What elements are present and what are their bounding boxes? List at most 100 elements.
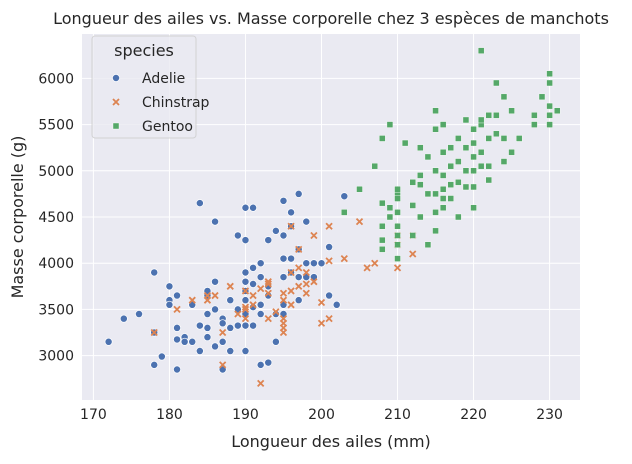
chinstrap-point <box>287 287 295 295</box>
adelie-point <box>211 342 220 351</box>
gentoo-point <box>546 70 553 77</box>
chinstrap-point <box>219 361 227 369</box>
adelie-point <box>165 300 174 309</box>
gentoo-point <box>462 144 470 151</box>
gentoo-point <box>417 181 424 188</box>
gentoo-point <box>470 204 477 211</box>
gentoo-point <box>371 162 378 170</box>
gentoo-point <box>417 144 424 151</box>
gentoo-point <box>553 107 561 114</box>
legend-marker-chinstrap <box>112 98 120 106</box>
gentoo-point <box>447 195 454 202</box>
adelie-point <box>325 291 334 300</box>
x-tick-label: 170 <box>80 407 107 423</box>
adelie-point <box>271 226 280 235</box>
chinstrap-point <box>302 280 310 288</box>
gentoo-point <box>500 93 508 101</box>
adelie-point <box>294 273 303 282</box>
gentoo-point <box>531 121 538 128</box>
chinstrap-point <box>264 280 272 288</box>
adelie-point <box>279 196 288 205</box>
chinstrap-point <box>279 289 288 297</box>
gentoo-point <box>394 186 401 193</box>
data-points <box>104 47 561 388</box>
adelie-point <box>226 323 235 332</box>
chinstrap-point <box>302 268 310 277</box>
adelie-point <box>211 217 220 226</box>
chinstrap-point <box>325 222 333 230</box>
gentoo-point <box>493 112 500 119</box>
gentoo-point <box>455 135 462 142</box>
gentoo-point <box>500 158 508 165</box>
adelie-point <box>119 314 128 323</box>
gentoo-point <box>515 135 523 142</box>
adelie-point <box>332 300 341 309</box>
adelie-point <box>218 319 227 328</box>
adelie-point <box>249 263 258 272</box>
gentoo-point <box>462 116 470 124</box>
adelie-point <box>211 277 220 286</box>
chinstrap-point <box>371 259 379 267</box>
gentoo-point <box>546 102 553 110</box>
adelie-point <box>302 259 311 268</box>
gentoo-point <box>401 139 409 147</box>
chinstrap-point <box>279 296 288 304</box>
chinstrap-point <box>340 254 348 263</box>
adelie-point <box>271 310 280 318</box>
gentoo-point <box>470 167 477 174</box>
legend-label-gentoo: Gentoo <box>142 119 193 135</box>
adelie-point <box>241 236 250 245</box>
gentoo-point <box>455 213 462 221</box>
gentoo-point <box>447 181 454 188</box>
adelie-point <box>226 296 235 305</box>
gentoo-point <box>432 209 439 216</box>
adelie-point <box>241 203 250 212</box>
chinstrap-point <box>203 291 212 300</box>
chinstrap-point <box>317 298 326 307</box>
adelie-point <box>256 300 265 309</box>
chinstrap-point <box>249 291 257 300</box>
gentoo-point <box>500 135 508 142</box>
legend: species Adelie Chinstrap Gentoo <box>91 35 210 139</box>
adelie-point <box>340 192 349 201</box>
chinstrap-point <box>219 328 227 337</box>
adelie-point <box>271 337 280 346</box>
gentoo-point <box>455 179 462 186</box>
gentoo-point <box>508 107 515 114</box>
chinstrap-point <box>295 245 303 253</box>
chinstrap-point <box>393 264 402 272</box>
adelie-point <box>256 273 265 282</box>
legend-title: species <box>114 41 174 60</box>
chinstrap-point <box>150 328 158 337</box>
gentoo-point <box>424 153 432 161</box>
gentoo-point <box>477 149 485 156</box>
adelie-point <box>150 360 159 369</box>
adelie-point <box>195 347 204 355</box>
gentoo-point <box>477 162 485 170</box>
adelie-point <box>135 310 143 318</box>
gentoo-point <box>417 172 424 179</box>
adelie-point <box>241 268 250 277</box>
x-tick-label: 190 <box>232 407 259 423</box>
x-tick-label: 180 <box>156 407 183 423</box>
adelie-point <box>294 296 303 305</box>
adelie-point <box>173 323 181 332</box>
adelie-point <box>302 217 311 226</box>
chinstrap-point <box>363 264 371 272</box>
y-tick-label: 4000 <box>38 256 74 272</box>
adelie-point <box>249 303 258 312</box>
legend-items: Adelie Chinstrap Gentoo <box>112 71 210 135</box>
legend-box <box>91 35 197 139</box>
adelie-point <box>233 321 242 330</box>
legend-label-adelie: Adelie <box>142 71 185 87</box>
adelie-point <box>317 259 326 268</box>
y-axis-label: Masse corporelle (g) <box>8 136 27 299</box>
gentoo-point <box>538 93 546 101</box>
adelie-point <box>173 365 181 374</box>
x-tick-label: 200 <box>308 407 335 423</box>
adelie-point <box>264 291 273 300</box>
gentoo-point <box>477 47 485 54</box>
gentoo-point <box>394 209 401 216</box>
gentoo-point <box>439 204 447 211</box>
